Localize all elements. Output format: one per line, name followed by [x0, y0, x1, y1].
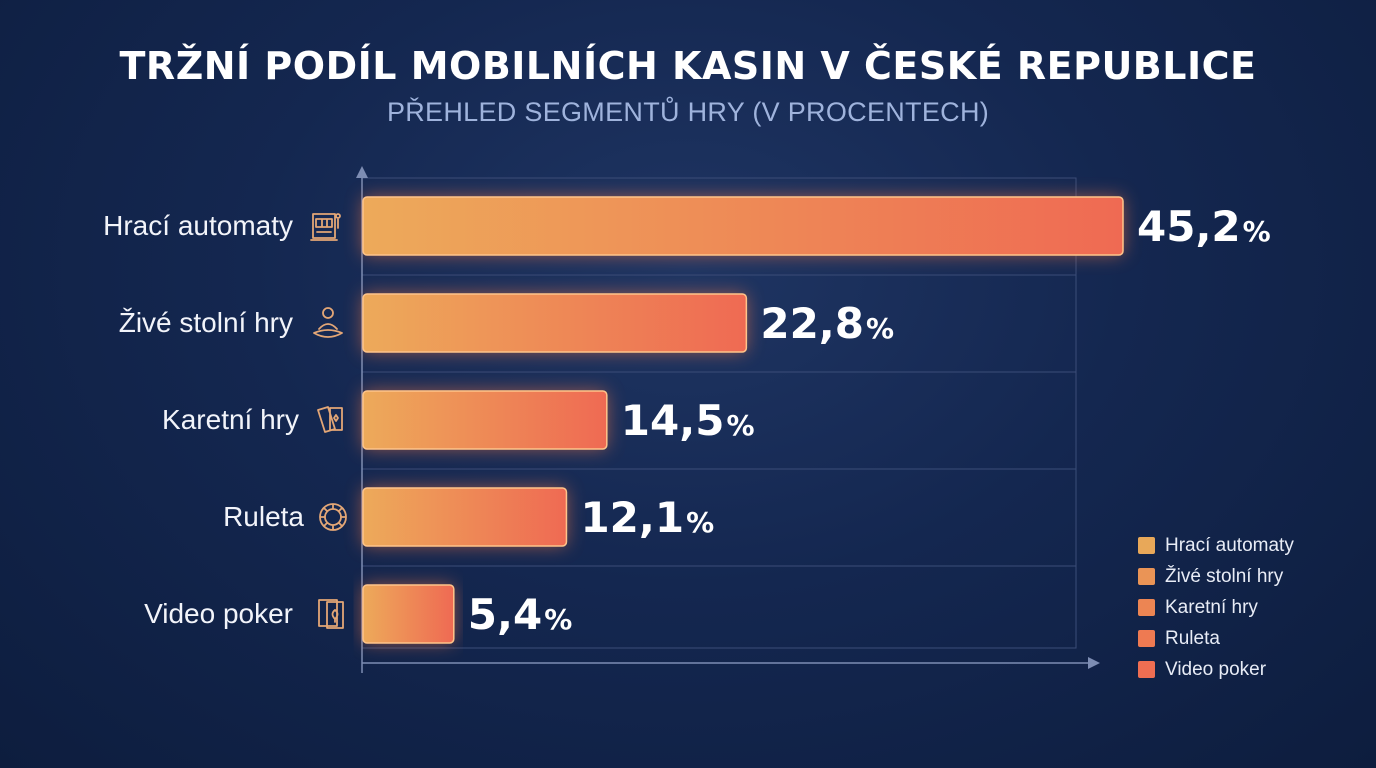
x-axis-arrow — [1088, 657, 1100, 669]
slot-machine-icon — [310, 213, 341, 241]
legend-item: Živé stolní hry — [1138, 561, 1294, 592]
data-label: 14,5% — [621, 396, 755, 445]
data-label: 5,4% — [468, 590, 572, 639]
data-label: 12,1% — [580, 493, 714, 542]
chart-legend: Hrací automaty Živé stolní hry Karetní h… — [1138, 530, 1294, 685]
data-label: 45,2% — [1137, 202, 1271, 251]
category-label: Karetní hry — [162, 404, 299, 435]
chart-title: TRŽNÍ PODÍL MOBILNÍCH KASIN V ČESKÉ REPU… — [119, 44, 1257, 88]
category-label: Hrací automaty — [103, 210, 293, 241]
category-label: Živé stolní hry — [119, 307, 293, 338]
legend-label: Hrací automaty — [1165, 534, 1294, 556]
legend-label: Živé stolní hry — [1165, 565, 1284, 587]
category-label: Video poker — [144, 598, 293, 629]
bar — [362, 390, 608, 450]
legend-label: Ruleta — [1165, 627, 1220, 649]
legend-item: Video poker — [1138, 654, 1294, 685]
bar — [362, 293, 748, 353]
legend-label: Karetní hry — [1165, 596, 1258, 618]
legend-item: Ruleta — [1138, 623, 1294, 654]
chart-subtitle: PŘEHLED SEGMENTŮ HRY (V PROCENTECH) — [386, 97, 990, 127]
data-label: 22,8% — [760, 299, 894, 348]
legend-swatch — [1138, 599, 1155, 616]
category-label: Ruleta — [223, 501, 304, 532]
legend-swatch — [1138, 661, 1155, 678]
poker-card-icon — [318, 599, 344, 629]
y-axis-arrow — [356, 166, 368, 178]
legend-swatch — [1138, 537, 1155, 554]
playing-cards-icon — [317, 406, 343, 433]
legend-swatch — [1138, 630, 1155, 647]
legend-label: Video poker — [1165, 658, 1267, 680]
bar — [362, 487, 568, 547]
croupier-icon — [313, 307, 343, 338]
legend-item: Karetní hry — [1138, 592, 1294, 623]
bar — [362, 584, 455, 644]
legend-item: Hrací automaty — [1138, 530, 1294, 561]
legend-swatch — [1138, 568, 1155, 585]
bar — [362, 196, 1124, 256]
roulette-wheel-icon — [319, 503, 347, 531]
